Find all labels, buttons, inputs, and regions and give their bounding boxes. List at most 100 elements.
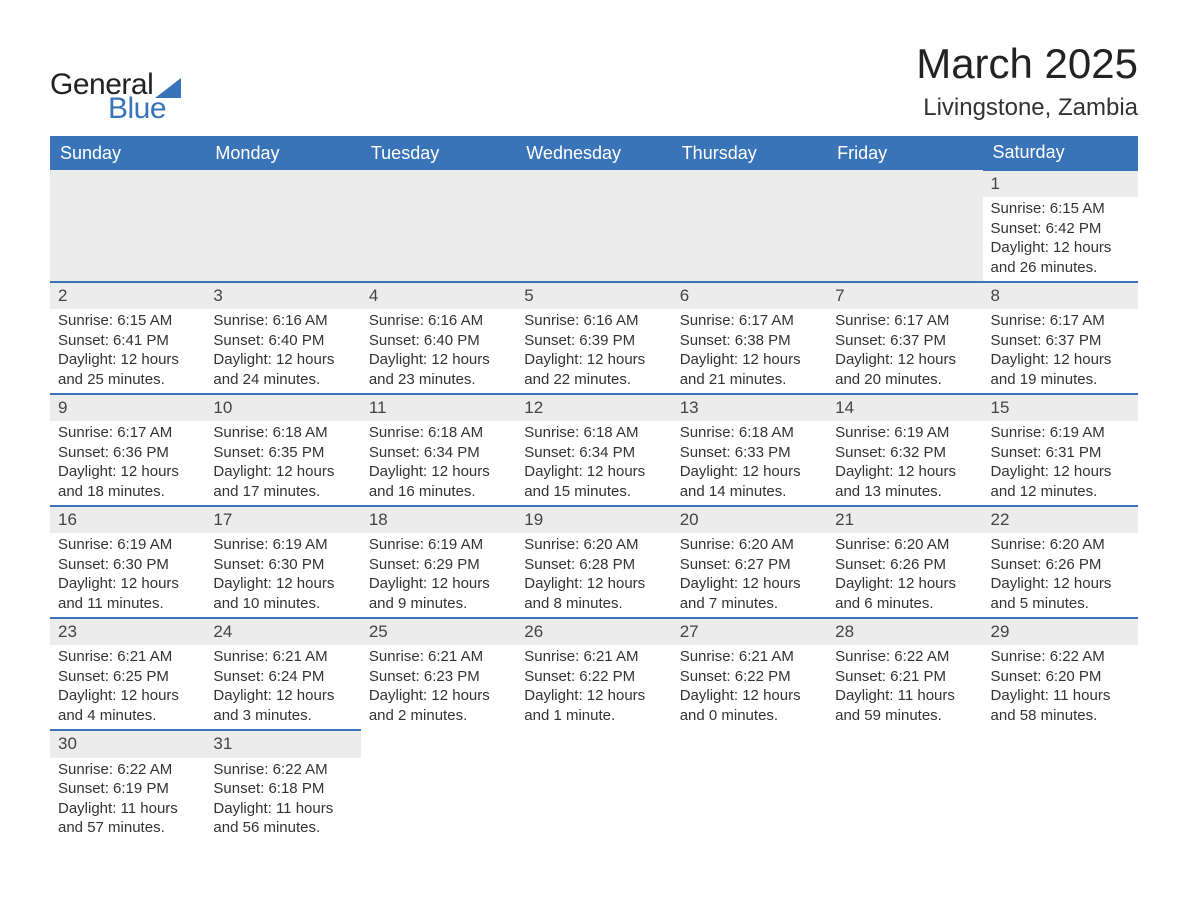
- empty-daynum: [205, 170, 360, 196]
- daylight-line1: Daylight: 12 hours: [524, 462, 663, 482]
- sunset-text: Sunset: 6:22 PM: [524, 667, 663, 687]
- day-data: Sunrise: 6:17 AMSunset: 6:37 PMDaylight:…: [983, 309, 1138, 393]
- day-data: Sunrise: 6:16 AMSunset: 6:40 PMDaylight:…: [361, 309, 516, 393]
- sunset-text: Sunset: 6:33 PM: [680, 443, 819, 463]
- calendar-table: Sunday Monday Tuesday Wednesday Thursday…: [50, 136, 1138, 842]
- daylight-line1: Daylight: 12 hours: [835, 350, 974, 370]
- sunset-text: Sunset: 6:30 PM: [58, 555, 197, 575]
- sunrise-text: Sunrise: 6:17 AM: [835, 311, 974, 331]
- day-number: 21: [827, 507, 982, 533]
- col-header: Tuesday: [361, 136, 516, 170]
- calendar-cell: [672, 730, 827, 841]
- day-number: 25: [361, 619, 516, 645]
- day-number: 1: [983, 171, 1138, 197]
- daylight-line2: and 9 minutes.: [369, 594, 508, 614]
- daylight-line2: and 4 minutes.: [58, 706, 197, 726]
- sunrise-text: Sunrise: 6:21 AM: [369, 647, 508, 667]
- day-data: Sunrise: 6:18 AMSunset: 6:34 PMDaylight:…: [361, 421, 516, 505]
- daylight-line2: and 56 minutes.: [213, 818, 352, 838]
- calendar-cell: 4Sunrise: 6:16 AMSunset: 6:40 PMDaylight…: [361, 282, 516, 394]
- day-number: 9: [50, 395, 205, 421]
- brand-logo: General Blue: [50, 40, 181, 124]
- daylight-line1: Daylight: 12 hours: [369, 462, 508, 482]
- sunset-text: Sunset: 6:37 PM: [991, 331, 1130, 351]
- day-number: 12: [516, 395, 671, 421]
- day-number: 29: [983, 619, 1138, 645]
- daylight-line1: Daylight: 12 hours: [213, 350, 352, 370]
- day-data: Sunrise: 6:19 AMSunset: 6:30 PMDaylight:…: [50, 533, 205, 617]
- sunrise-text: Sunrise: 6:17 AM: [680, 311, 819, 331]
- sunset-text: Sunset: 6:41 PM: [58, 331, 197, 351]
- sunset-text: Sunset: 6:36 PM: [58, 443, 197, 463]
- calendar-cell: 12Sunrise: 6:18 AMSunset: 6:34 PMDayligh…: [516, 394, 671, 506]
- sunrise-text: Sunrise: 6:21 AM: [524, 647, 663, 667]
- empty-daynum: [672, 170, 827, 196]
- sunrise-text: Sunrise: 6:21 AM: [58, 647, 197, 667]
- daylight-line2: and 59 minutes.: [835, 706, 974, 726]
- sunset-text: Sunset: 6:42 PM: [991, 219, 1130, 239]
- daylight-line2: and 7 minutes.: [680, 594, 819, 614]
- calendar-cell: 8Sunrise: 6:17 AMSunset: 6:37 PMDaylight…: [983, 282, 1138, 394]
- calendar-week: 30Sunrise: 6:22 AMSunset: 6:19 PMDayligh…: [50, 730, 1138, 841]
- calendar-cell: 1Sunrise: 6:15 AMSunset: 6:42 PMDaylight…: [983, 170, 1138, 282]
- day-data: Sunrise: 6:22 AMSunset: 6:18 PMDaylight:…: [205, 758, 360, 842]
- day-number: 4: [361, 283, 516, 309]
- sunrise-text: Sunrise: 6:18 AM: [524, 423, 663, 443]
- daylight-line2: and 25 minutes.: [58, 370, 197, 390]
- day-number: 10: [205, 395, 360, 421]
- day-number: 14: [827, 395, 982, 421]
- sunset-text: Sunset: 6:34 PM: [524, 443, 663, 463]
- sunrise-text: Sunrise: 6:22 AM: [991, 647, 1130, 667]
- sunrise-text: Sunrise: 6:19 AM: [369, 535, 508, 555]
- calendar-cell: 26Sunrise: 6:21 AMSunset: 6:22 PMDayligh…: [516, 618, 671, 730]
- sunrise-text: Sunrise: 6:22 AM: [835, 647, 974, 667]
- day-data: Sunrise: 6:18 AMSunset: 6:33 PMDaylight:…: [672, 421, 827, 505]
- sunrise-text: Sunrise: 6:18 AM: [369, 423, 508, 443]
- calendar-week: 1Sunrise: 6:15 AMSunset: 6:42 PMDaylight…: [50, 170, 1138, 282]
- title-block: March 2025 Livingstone, Zambia: [916, 40, 1138, 122]
- sunset-text: Sunset: 6:32 PM: [835, 443, 974, 463]
- daylight-line2: and 1 minute.: [524, 706, 663, 726]
- daylight-line1: Daylight: 12 hours: [58, 574, 197, 594]
- daylight-line1: Daylight: 12 hours: [991, 238, 1130, 258]
- daylight-line2: and 17 minutes.: [213, 482, 352, 502]
- daylight-line1: Daylight: 12 hours: [835, 574, 974, 594]
- sunrise-text: Sunrise: 6:20 AM: [524, 535, 663, 555]
- sunset-text: Sunset: 6:38 PM: [680, 331, 819, 351]
- sunset-text: Sunset: 6:37 PM: [835, 331, 974, 351]
- day-data: Sunrise: 6:15 AMSunset: 6:41 PMDaylight:…: [50, 309, 205, 393]
- calendar-cell: [827, 170, 982, 282]
- day-data: Sunrise: 6:21 AMSunset: 6:23 PMDaylight:…: [361, 645, 516, 729]
- daylight-line2: and 15 minutes.: [524, 482, 663, 502]
- sunset-text: Sunset: 6:35 PM: [213, 443, 352, 463]
- calendar-cell: 18Sunrise: 6:19 AMSunset: 6:29 PMDayligh…: [361, 506, 516, 618]
- daylight-line1: Daylight: 12 hours: [991, 350, 1130, 370]
- col-header: Saturday: [983, 136, 1138, 170]
- calendar-cell: 2Sunrise: 6:15 AMSunset: 6:41 PMDaylight…: [50, 282, 205, 394]
- day-data: Sunrise: 6:22 AMSunset: 6:19 PMDaylight:…: [50, 758, 205, 842]
- day-data: Sunrise: 6:19 AMSunset: 6:29 PMDaylight:…: [361, 533, 516, 617]
- sunrise-text: Sunrise: 6:20 AM: [680, 535, 819, 555]
- day-data: Sunrise: 6:19 AMSunset: 6:32 PMDaylight:…: [827, 421, 982, 505]
- sunrise-text: Sunrise: 6:22 AM: [213, 760, 352, 780]
- daylight-line2: and 11 minutes.: [58, 594, 197, 614]
- day-number: 13: [672, 395, 827, 421]
- sunset-text: Sunset: 6:20 PM: [991, 667, 1130, 687]
- daylight-line1: Daylight: 12 hours: [213, 574, 352, 594]
- daylight-line2: and 18 minutes.: [58, 482, 197, 502]
- sunset-text: Sunset: 6:39 PM: [524, 331, 663, 351]
- daylight-line2: and 8 minutes.: [524, 594, 663, 614]
- day-data: Sunrise: 6:16 AMSunset: 6:40 PMDaylight:…: [205, 309, 360, 393]
- day-number: 19: [516, 507, 671, 533]
- calendar-cell: 9Sunrise: 6:17 AMSunset: 6:36 PMDaylight…: [50, 394, 205, 506]
- calendar-week: 23Sunrise: 6:21 AMSunset: 6:25 PMDayligh…: [50, 618, 1138, 730]
- col-header: Friday: [827, 136, 982, 170]
- day-data: Sunrise: 6:20 AMSunset: 6:26 PMDaylight:…: [983, 533, 1138, 617]
- sunrise-text: Sunrise: 6:19 AM: [991, 423, 1130, 443]
- calendar-cell: 30Sunrise: 6:22 AMSunset: 6:19 PMDayligh…: [50, 730, 205, 841]
- sunset-text: Sunset: 6:22 PM: [680, 667, 819, 687]
- daylight-line2: and 16 minutes.: [369, 482, 508, 502]
- day-data: Sunrise: 6:20 AMSunset: 6:28 PMDaylight:…: [516, 533, 671, 617]
- calendar-cell: [50, 170, 205, 282]
- daylight-line2: and 3 minutes.: [213, 706, 352, 726]
